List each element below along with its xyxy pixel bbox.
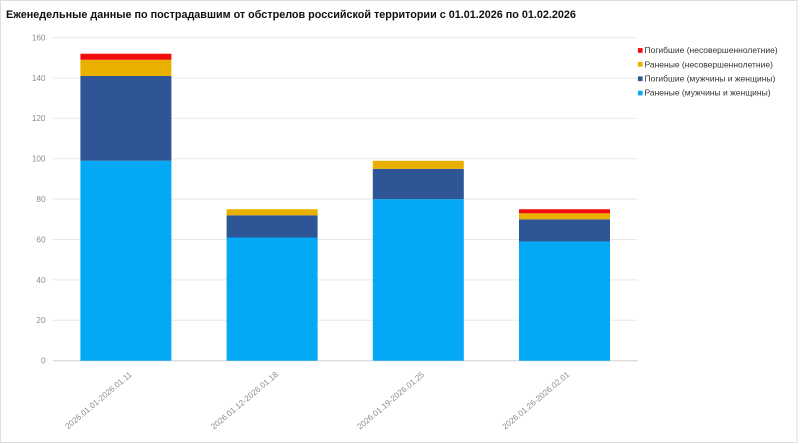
svg-text:0: 0 [41, 357, 46, 366]
svg-text:Погибшие (несовершеннолетние): Погибшие (несовершеннолетние) [645, 45, 778, 55]
svg-text:Еженедельные данные по пострад: Еженедельные данные по пострадавшим от о… [6, 9, 576, 21]
svg-text:Раненые (несовершеннолетние): Раненые (несовершеннолетние) [645, 59, 774, 69]
svg-text:Погибшие (мужчины и женщины): Погибшие (мужчины и женщины) [645, 74, 776, 84]
svg-text:100: 100 [32, 155, 46, 164]
svg-text:40: 40 [36, 276, 46, 285]
svg-text:160: 160 [32, 33, 46, 42]
svg-text:120: 120 [32, 114, 46, 123]
svg-text:Раненые (мужчины и женщины): Раненые (мужчины и женщины) [645, 88, 771, 98]
svg-text:80: 80 [36, 195, 46, 204]
svg-text:140: 140 [32, 74, 46, 83]
svg-text:60: 60 [36, 235, 46, 244]
svg-text:20: 20 [36, 316, 46, 325]
